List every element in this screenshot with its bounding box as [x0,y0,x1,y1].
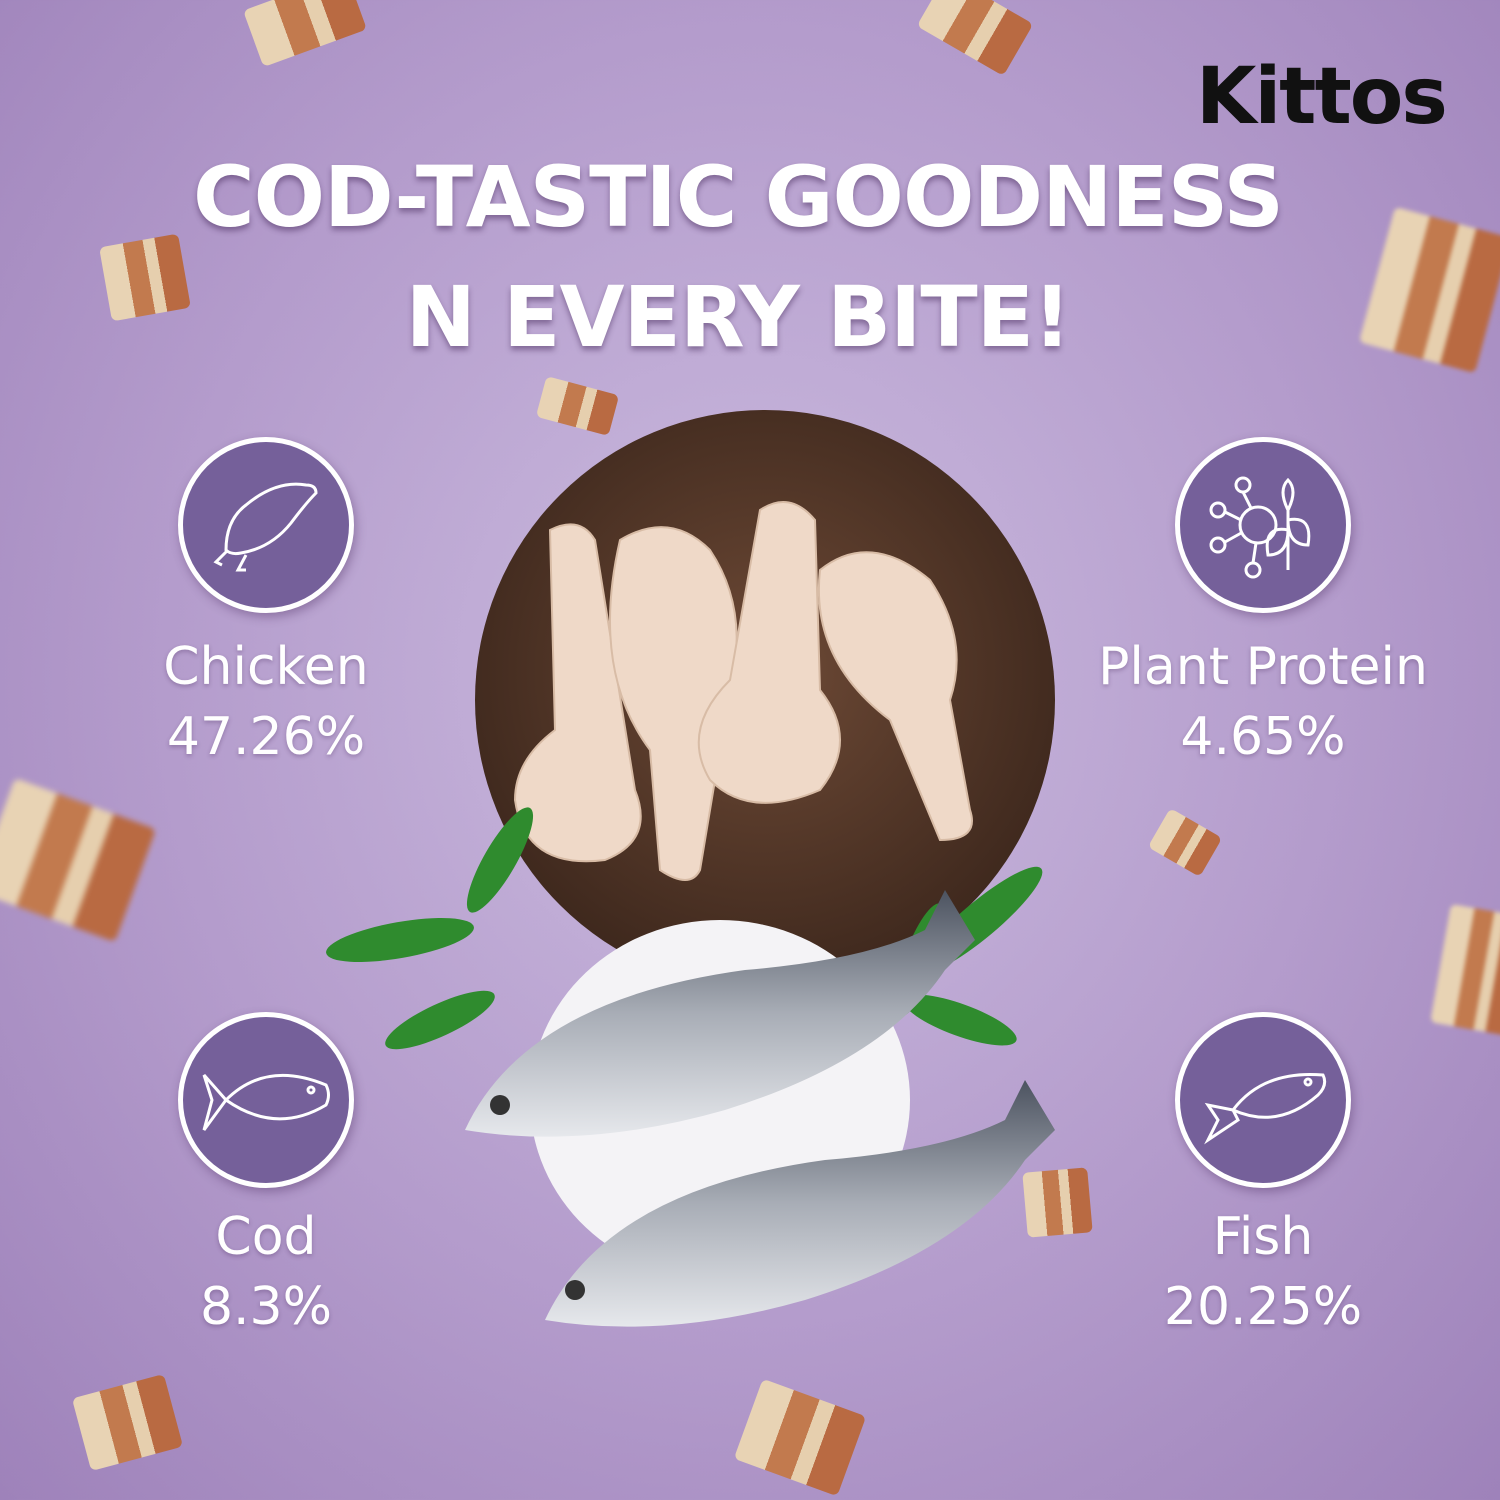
brand-logo: Kittos [1196,52,1448,142]
plant-protein-percent: 4.65% [1180,707,1346,767]
treat-cube [0,777,156,943]
cod-badge [178,1012,354,1188]
fish-badge [1175,1012,1351,1188]
chicken-name: Chicken [163,637,369,697]
headline-line2: N EVERY BITE! [405,268,1072,366]
treat-cube [733,1378,867,1497]
plant-protein-badge [1175,437,1351,613]
cod-percent: 8.3% [199,1277,333,1337]
chicken-badge [178,437,354,613]
treat-cube [1147,808,1223,877]
treat-cube [1430,903,1500,1037]
fish-icon [1204,1072,1327,1145]
fish-name: Fish [1212,1207,1314,1267]
headline-line1: COD-TASTIC GOODNESS [193,148,1284,246]
treat-cube [243,0,367,68]
molecule-plant-icon [1209,476,1311,579]
fish [465,890,1055,1327]
chicken-drumsticks [513,501,973,881]
cod-fish-icon [202,1073,330,1131]
chicken-percent: 47.26% [166,707,366,767]
cod-name: Cod [215,1207,317,1267]
treat-cube [71,1373,184,1472]
chicken-icon [213,482,318,572]
fish-percent: 20.25% [1163,1277,1363,1337]
food-illustration [326,410,1055,1327]
plant-protein-name: Plant Protein [1098,637,1428,697]
treat-cube [916,0,1034,76]
